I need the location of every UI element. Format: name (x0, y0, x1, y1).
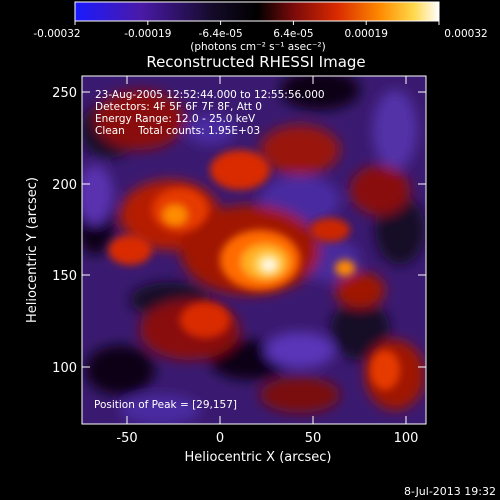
annotation-clean: Clean Total counts: 1.95E+03 (95, 125, 260, 137)
colorbar-unit-label: (photons cm⁻² s⁻¹ asec⁻²) (190, 41, 325, 53)
plot-frame (81, 75, 427, 425)
colorbar-tick-label: -0.00032 (33, 28, 80, 40)
y-tick-label: 250 (52, 86, 77, 101)
y-axis-ticks (82, 91, 426, 368)
x-tick-label: 50 (305, 431, 322, 446)
colorbar-tick-label: 6.4e-05 (273, 28, 313, 40)
y-tick-label: 200 (52, 178, 77, 193)
rhessi-image (82, 76, 426, 424)
colorbar (74, 1, 440, 22)
annotation-peak-position: Position of Peak = [29,157] (94, 399, 237, 411)
colorbar-tick-label: 0.00032 (444, 28, 487, 40)
footer-date: 8-Jul-2013 19:32 (404, 485, 496, 498)
annotation-detectors: Detectors: 4F 5F 6F 7F 8F, Att 0 (95, 101, 262, 113)
y-tick-label: 150 (52, 269, 77, 284)
x-tick-label: 0 (216, 431, 224, 446)
colorbar-tick-label: 0.00019 (344, 28, 387, 40)
x-tick-label: -50 (116, 431, 137, 446)
x-axis-label: Heliocentric X (arcsec) (185, 450, 332, 465)
colorbar-tick-label: -0.00019 (124, 28, 171, 40)
colorbar-tick-label: -6.4e-05 (199, 28, 243, 40)
annotation-energy-range: Energy Range: 12.0 - 25.0 keV (95, 113, 256, 125)
y-axis-label: Heliocentric Y (arcsec) (25, 177, 40, 323)
y-tick-label: 100 (52, 361, 77, 376)
x-axis-ticks (126, 76, 407, 424)
colorbar-ticks (74, 21, 440, 25)
x-tick-label: 100 (394, 431, 419, 446)
plot-title: Reconstructed RHESSI Image (146, 53, 365, 71)
annotation-time-range: 23-Aug-2005 12:52:44.000 to 12:55:56.000 (95, 89, 325, 101)
